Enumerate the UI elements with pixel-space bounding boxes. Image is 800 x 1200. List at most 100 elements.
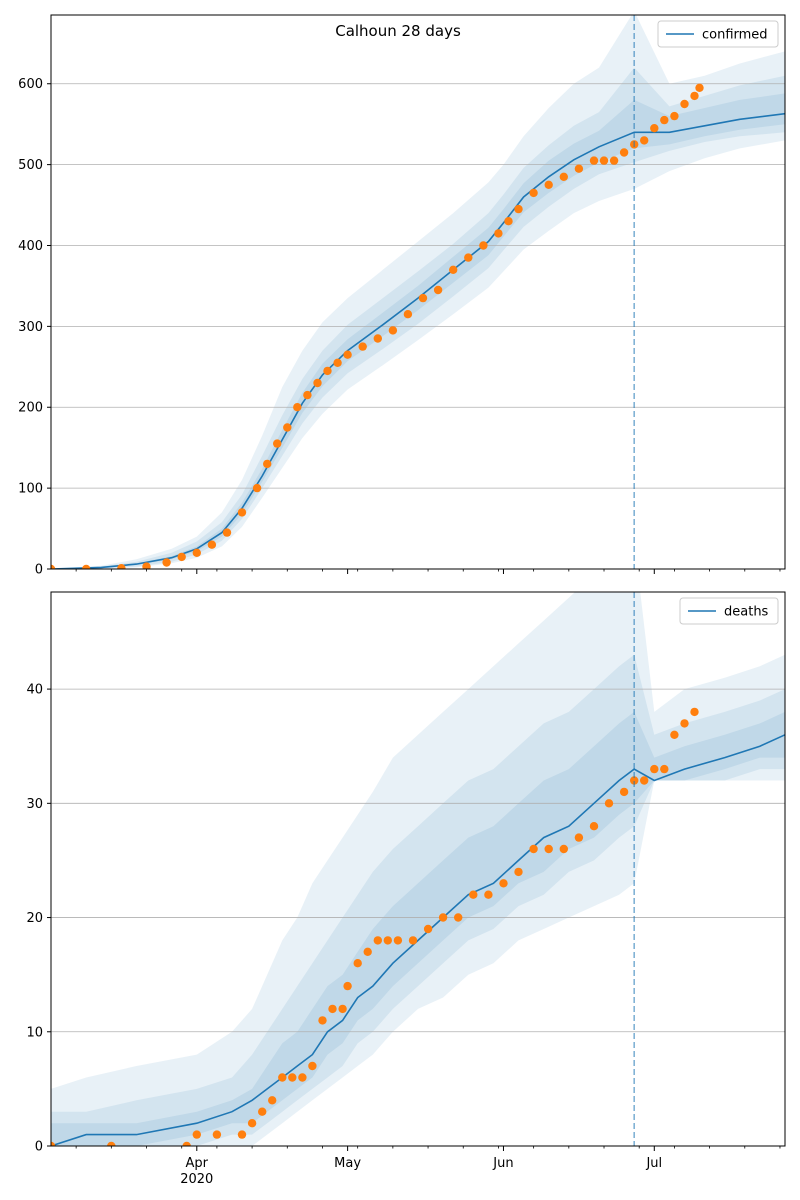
confirmed-observed-point: [273, 439, 282, 448]
confirmed-observed-point: [650, 124, 659, 133]
deaths-observed-point: [298, 1073, 307, 1082]
deaths-ytick-label: 40: [26, 683, 43, 698]
confirmed-ytick-label: 400: [18, 239, 43, 254]
deaths-uncertainty-bands: [51, 592, 785, 1146]
confirmed-observed-point: [343, 350, 352, 359]
deaths-observed-point: [680, 719, 689, 728]
deaths-observed-point: [212, 1130, 222, 1139]
deaths-observed-point: [182, 1141, 191, 1146]
deaths-observed-point: [343, 981, 352, 991]
deaths-observed-point: [630, 776, 639, 785]
deaths-observed-point: [650, 764, 659, 774]
confirmed-observed-point: [640, 136, 649, 145]
confirmed-observed-point: [464, 253, 473, 262]
deaths-observed-point: [247, 1119, 257, 1128]
confirmed-observed-point: [388, 326, 398, 335]
deaths-legend: deaths: [679, 597, 779, 625]
deaths-ytick-label: 0: [35, 1140, 43, 1155]
confirmed-observed-point: [237, 508, 247, 517]
confirmed-observed-point: [619, 148, 629, 157]
confirmed-model-series-line: [51, 112, 785, 569]
deaths-band-middle: [51, 654, 785, 1146]
deaths-xtick-label: May: [334, 1156, 361, 1171]
confirmed-axes: 0 100 200 300 400 500 600: [18, 14, 786, 578]
deaths-observed-point: [544, 844, 553, 854]
confirmed-model-line: [51, 112, 785, 569]
deaths-xtick-label: Jul: [645, 1156, 662, 1171]
deaths-xtick-label: Jun: [492, 1156, 513, 1171]
deaths-observed-point: [51, 1141, 56, 1146]
deaths-xtick-year-label: 2020: [180, 1172, 213, 1187]
deaths-observed-point: [338, 1004, 347, 1014]
confirmed-observed-point: [252, 483, 262, 493]
deaths-observed-point: [288, 1073, 297, 1082]
confirmed-observed-point: [504, 217, 513, 226]
deaths-observed-point: [438, 913, 448, 922]
confirmed-band-outer: [51, 15, 785, 569]
deaths-observed-point: [423, 924, 433, 934]
deaths-ytick-label: 30: [26, 797, 43, 812]
deaths-observed-point: [499, 879, 508, 888]
confirmed-observed-point: [403, 310, 413, 319]
deaths-observed-point: [619, 787, 629, 797]
deaths-xtick-label: Apr: [186, 1156, 209, 1171]
deaths-ytick-label: 20: [26, 911, 43, 926]
confirmed-observed-point: [51, 564, 56, 569]
confirmed-observed-point: [323, 366, 332, 376]
confirmed-observed-point: [609, 156, 619, 165]
confirmed-observed-point: [222, 528, 232, 537]
deaths-observed-point: [604, 799, 614, 808]
confirmed-observed-point: [559, 172, 568, 181]
deaths-observed-point: [383, 936, 392, 945]
deaths-axes-frame: [50, 591, 786, 1147]
confirmed-observed-point: [695, 83, 704, 93]
deaths-observed-point: [559, 844, 568, 854]
deaths-model-series-line: [51, 734, 785, 1146]
deaths-observed-point: [589, 822, 599, 831]
confirmed-ytick-label: 0: [35, 563, 43, 578]
confirmed-band-middle: [51, 67, 785, 569]
deaths-observed-point: [408, 936, 418, 945]
confirmed-uncertainty-bands: [51, 15, 785, 569]
confirmed-observed-point: [670, 111, 679, 121]
confirmed-observed-point: [313, 378, 322, 388]
deaths-ytick-label: 10: [26, 1025, 43, 1040]
deaths-observed-points: [51, 707, 699, 1146]
confirmed-observed-point: [142, 562, 151, 569]
deaths-observed-point: [660, 764, 669, 774]
chart-title: Calhoun 28 days: [335, 22, 461, 40]
confirmed-observed-point: [574, 164, 584, 173]
confirmed-observed-point: [373, 334, 382, 343]
confirmed-axes-frame: [50, 14, 786, 570]
confirmed-observed-point: [303, 390, 312, 400]
deaths-observed-point: [318, 1016, 327, 1025]
confirmed-observed-point: [599, 156, 609, 165]
deaths-observed-point: [192, 1130, 201, 1139]
confirmed-ytick-label: 100: [18, 482, 43, 497]
confirmed-observed-point: [117, 564, 126, 569]
deaths-observed-point: [670, 730, 679, 739]
confirmed-legend: confirmed: [657, 20, 779, 48]
deaths-band-inner: [51, 711, 785, 1146]
confirmed-observed-point: [418, 293, 428, 303]
confirmed-observed-point: [479, 241, 488, 250]
confirmed-observed-point: [514, 204, 523, 214]
confirmed-observed-point: [529, 188, 538, 198]
confirmed-ytick-label: 500: [18, 158, 43, 173]
confirmed-observed-point: [293, 403, 302, 412]
deaths-legend-label: deaths: [724, 605, 769, 620]
deaths-observed-point: [308, 1061, 317, 1071]
confirmed-observed-point: [660, 115, 669, 125]
deaths-observed-point: [278, 1073, 287, 1082]
confirmed-observed-point: [82, 564, 91, 569]
confirmed-observed-point: [177, 552, 186, 562]
deaths-band-outer: [51, 592, 785, 1146]
deaths-observed-point: [393, 936, 403, 945]
confirmed-ytick-label: 300: [18, 320, 43, 335]
deaths-observed-point: [640, 776, 649, 785]
deaths-observed-point: [258, 1107, 267, 1116]
confirmed-observed-point: [162, 558, 171, 567]
